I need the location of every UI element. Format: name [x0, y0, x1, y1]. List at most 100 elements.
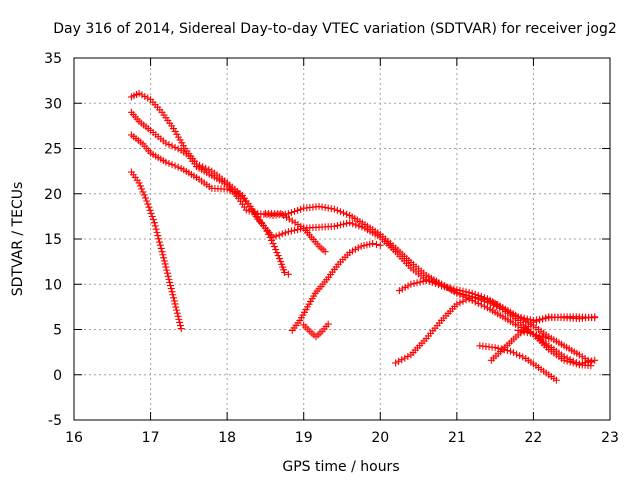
data-point [163, 269, 171, 277]
data-point [156, 241, 164, 249]
data-point [563, 354, 571, 362]
data-point [136, 182, 144, 190]
data-point [284, 270, 292, 278]
data-point [158, 248, 166, 256]
data-point [392, 359, 400, 367]
data-point [167, 285, 175, 293]
y-tick-label: -5 [48, 413, 62, 429]
data-point [336, 221, 344, 229]
data-point [532, 317, 540, 325]
data-point [275, 255, 283, 263]
data-point [162, 158, 170, 166]
data-point [369, 240, 377, 248]
data-point [272, 246, 280, 254]
data-point [269, 233, 277, 241]
data-point [520, 314, 528, 322]
data-point [165, 275, 173, 283]
data-point [159, 251, 167, 259]
data-point [355, 222, 363, 230]
data-point [588, 357, 596, 365]
data-point [349, 220, 357, 228]
y-tick-label: 15 [44, 232, 62, 248]
data-point [294, 206, 302, 214]
x-tick-label: 22 [525, 430, 543, 446]
data-point [291, 207, 299, 215]
data-point [177, 325, 185, 333]
data-point [147, 209, 155, 217]
data-point [150, 219, 158, 227]
data-point [517, 327, 525, 335]
data-point [170, 294, 178, 302]
data-point [536, 316, 544, 324]
data-point [166, 282, 174, 290]
x-axis-label: GPS time / hours [282, 459, 399, 475]
data-point [491, 344, 499, 352]
data-point [539, 315, 547, 323]
data-point [477, 301, 485, 309]
data-point [160, 257, 168, 265]
data-point [578, 359, 586, 367]
data-point [139, 188, 147, 196]
data-point [157, 244, 165, 252]
data-point [490, 299, 498, 307]
data-point [416, 278, 424, 286]
data-point [135, 179, 143, 187]
data-point [336, 208, 344, 216]
data-point [523, 315, 531, 323]
y-tick-label: 5 [53, 323, 62, 339]
data-point [372, 240, 380, 248]
data-point [176, 322, 184, 330]
data-point [163, 266, 171, 274]
data-point [149, 216, 157, 224]
data-point [340, 220, 348, 228]
data-point [434, 280, 442, 288]
y-tick-label: 20 [44, 187, 62, 203]
data-point [161, 260, 169, 268]
data-point [269, 240, 277, 248]
y-tick-label: 25 [44, 142, 62, 158]
data-point [419, 277, 427, 285]
data-point [333, 222, 341, 230]
data-point [144, 200, 152, 208]
data-point [148, 213, 156, 221]
series-track-g [300, 320, 332, 341]
data-point [514, 326, 522, 334]
x-tick-label: 18 [218, 430, 236, 446]
data-point [453, 289, 461, 297]
data-point [487, 297, 495, 305]
data-point [273, 249, 281, 257]
data-point [272, 232, 280, 240]
data-point [274, 252, 282, 260]
data-point [169, 291, 177, 299]
x-tick-label: 19 [295, 430, 313, 446]
data-point [162, 263, 170, 271]
data-point [343, 219, 351, 227]
y-tick-label: 0 [53, 368, 62, 384]
grid [74, 58, 610, 420]
data-point [160, 254, 168, 262]
data-point [572, 358, 580, 366]
data-point [330, 205, 338, 213]
y-tick-label: 10 [44, 277, 62, 293]
x-tick-label: 20 [371, 430, 389, 446]
data-point [575, 360, 583, 368]
data-point [330, 222, 338, 230]
data-point [352, 221, 360, 229]
chart-title: Day 316 of 2014, Sidereal Day-to-day VTE… [53, 21, 616, 37]
data-point [291, 226, 299, 234]
x-axis: 16 17 18 19 20 21 22 23 [65, 58, 619, 446]
data-point [395, 357, 403, 365]
data-point [465, 294, 473, 302]
series-track-a [127, 89, 292, 278]
data-point [154, 232, 162, 240]
data-point [140, 191, 148, 199]
data-point [506, 347, 514, 355]
y-axis-label: SDTVAR / TECUs [10, 182, 26, 297]
data-point [284, 210, 292, 218]
data-point [453, 300, 461, 308]
data-point [358, 223, 366, 231]
data-point [456, 299, 464, 307]
data-point [321, 248, 329, 256]
data-point [413, 279, 421, 287]
